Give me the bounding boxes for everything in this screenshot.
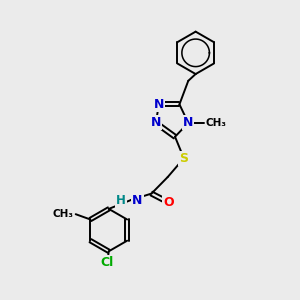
Text: N: N	[151, 116, 161, 129]
Text: S: S	[179, 152, 188, 165]
Text: CH₃: CH₃	[206, 118, 227, 128]
Text: N: N	[132, 194, 143, 207]
Text: N: N	[183, 116, 194, 129]
Text: CH₃: CH₃	[52, 209, 73, 219]
Text: O: O	[163, 196, 174, 209]
Text: Cl: Cl	[101, 256, 114, 269]
Text: H: H	[116, 194, 126, 207]
Text: N: N	[154, 98, 164, 111]
